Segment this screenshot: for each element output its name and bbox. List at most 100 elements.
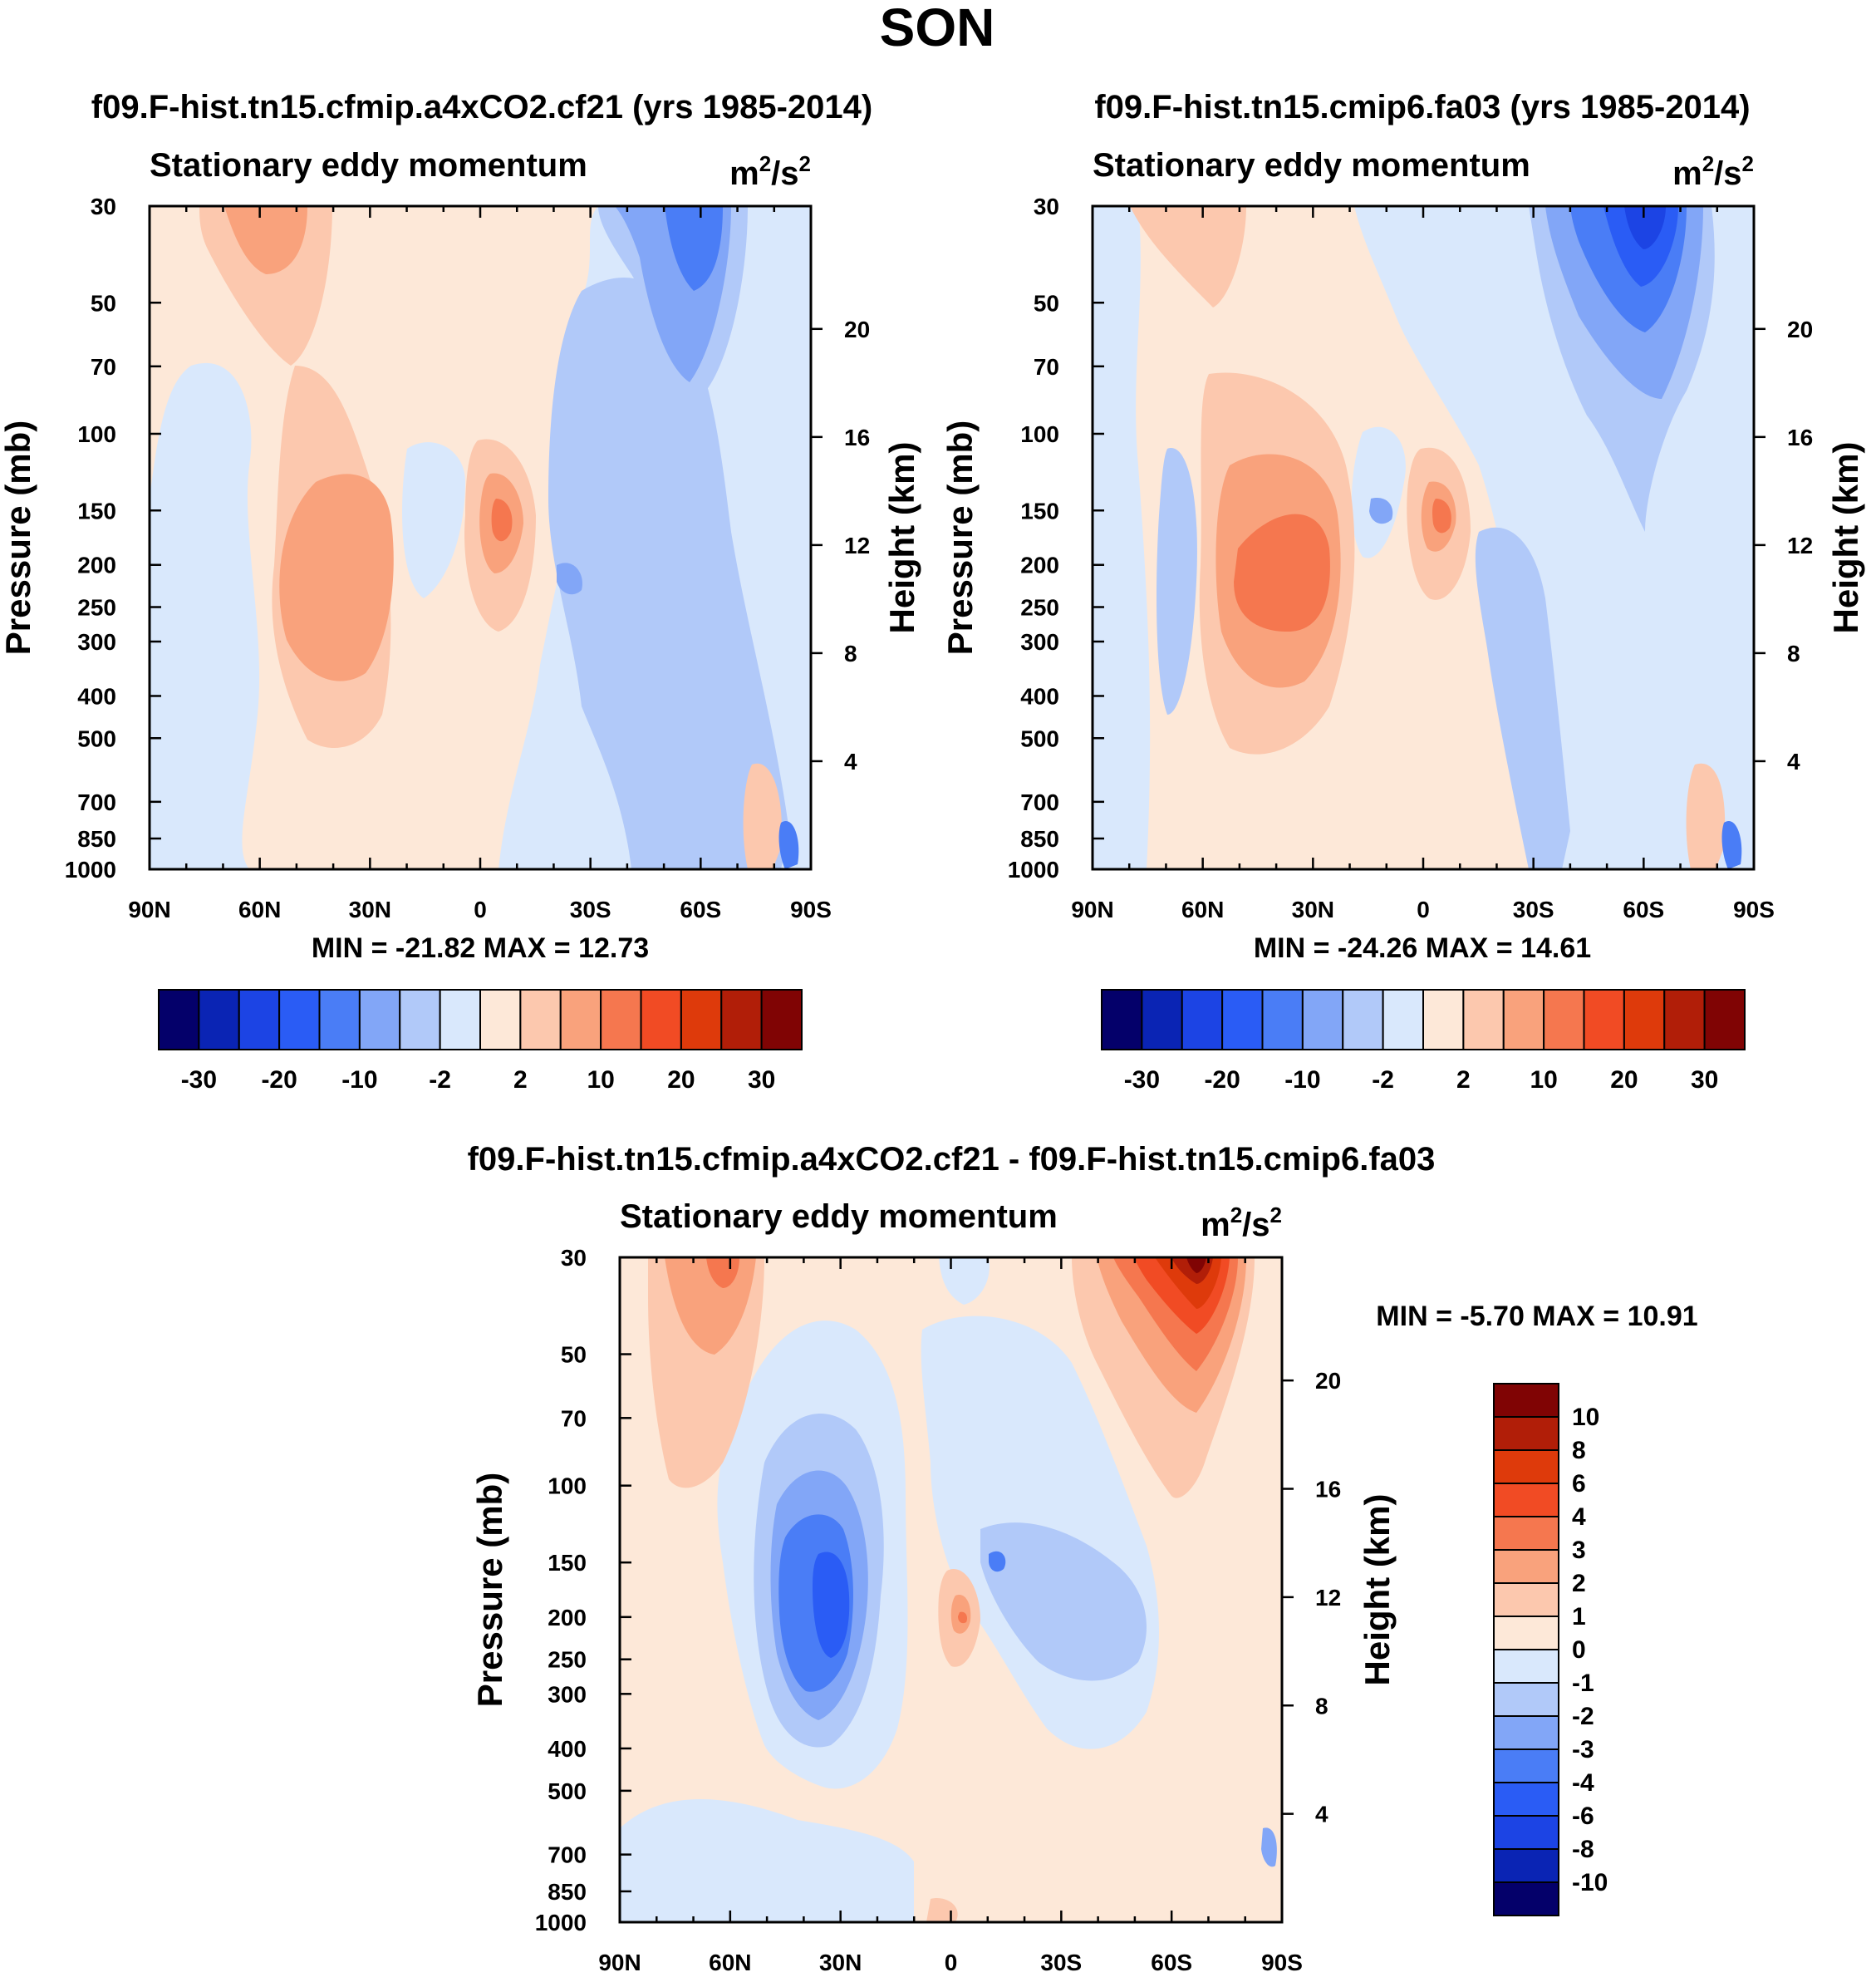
y-tick-label: 200 [77,553,116,578]
y-tick-label: 1000 [1008,857,1059,883]
colorbar-label: -10 [341,1066,377,1094]
panel-3-pos-surface-spot [926,1898,958,1922]
colorbar-swatch [1493,1682,1559,1717]
y-tick-label: 850 [1020,826,1059,852]
colorbar-label: 20 [667,1066,695,1094]
colorbar-label: -3 [1572,1736,1594,1763]
y-tick-label: 50 [561,1342,587,1368]
x-tick-label: 60N [238,897,281,922]
x-tick-label: 30S [1513,897,1554,922]
colorbar-swatch [1493,1449,1559,1484]
y2-tick-label: 20 [1787,317,1813,342]
y-tick-label: 700 [77,789,116,815]
y-tick-label: 70 [1034,354,1059,380]
colorbar-label: -2 [1372,1066,1394,1094]
colorbar-label: 20 [1610,1066,1638,1094]
colorbar-swatch [1101,989,1143,1050]
y2-tick-label: 20 [1315,1368,1341,1394]
y2-tick-label: 8 [844,641,857,666]
panel-1-pos-sh-low [743,763,782,869]
y2-tick-label: 8 [1787,641,1800,666]
y-tick-label: 150 [1020,498,1059,524]
colorbar-swatch [1493,1616,1559,1650]
x-tick-label: 30S [1040,1950,1082,1975]
x-tick-label: 60N [1181,897,1224,922]
panel-2-units: m2/s2 [1672,151,1754,192]
panel-1-ylabel: Pressure (mb) [0,420,37,655]
y-tick-label: 100 [548,1473,587,1499]
panel-3-units: m2/s2 [1201,1202,1282,1243]
y-tick-label: 500 [77,725,116,751]
colorbar-label: 30 [1691,1066,1718,1094]
colorbar-swatch [1342,989,1384,1050]
panel-3-y2label: Height (km) [1358,1494,1397,1686]
colorbar-label: -1 [1572,1670,1594,1697]
y2-tick-label: 20 [844,317,870,342]
colorbar-label: -2 [429,1066,451,1094]
y-tick-label: 500 [1020,725,1059,751]
colorbar-label: -6 [1572,1802,1594,1830]
y-tick-label: 70 [91,354,116,380]
panel-1: f09.F-hist.tn15.cfmip.a4xCO2.cf21 (yrs 1… [0,89,921,1094]
panel-2-axes: 90N 60N 30N 0 30S 60S 90S 30 50 70 100 150 200 250 300… [1008,194,1813,922]
x-tick-label: 90N [128,897,170,922]
x-tick-label: 0 [1417,897,1430,922]
panel-3-neg-sh-low [1261,1827,1277,1867]
panel-1-title: f09.F-hist.tn15.cfmip.a4xCO2.cf21 (yrs 1… [91,89,872,125]
y-tick-label: 200 [548,1605,587,1630]
panel-3-title: f09.F-hist.tn15.cfmip.a4xCO2.cf21 - f09.… [468,1141,1436,1178]
panel-2-y2label: Height (km) [1826,442,1865,634]
colorbar-swatch [519,989,562,1050]
colorbar-label: -30 [1124,1066,1160,1094]
colorbar-label: -20 [261,1066,297,1094]
colorbar-swatch [1493,1483,1559,1517]
colorbar-swatch [358,989,401,1050]
panel-3-neg-surface [620,1799,914,1922]
panel-1-pos-eq-core [491,499,513,542]
y2-tick-label: 8 [1315,1693,1328,1719]
colorbar-swatch [680,989,723,1050]
panel-1-units: m2/s2 [729,151,811,192]
panel-1-neg-spot [557,563,582,595]
panel-1-contours [150,206,811,869]
y-tick-label: 50 [91,290,116,316]
panel-2-neg-patch-eq [1351,426,1406,558]
colorbar-swatch [1703,989,1746,1050]
colorbar-swatch [198,989,240,1050]
y2-tick-label: 12 [844,533,870,558]
panel-2-subtitle: Stationary eddy momentum [1093,147,1530,184]
colorbar-label: 0 [1572,1636,1586,1664]
colorbar-swatch [479,989,522,1050]
colorbar-swatch [1261,989,1304,1050]
colorbar-label: -2 [1572,1703,1594,1730]
panel-1-neg-sh-low [778,821,799,869]
panel-2-neg-spot [1369,498,1393,524]
y-tick-label: 30 [561,1245,587,1271]
panel-3-contours [620,1257,1282,1922]
panel-1-y2label: Height (km) [882,442,921,634]
x-tick-label: 30N [349,897,391,922]
colorbar-swatch [278,989,321,1050]
y-tick-label: 700 [1020,789,1059,815]
panel-2-neg-sh-band [1475,527,1570,869]
panel-2-ylabel: Pressure (mb) [940,420,980,655]
x-tick-label: 30S [570,897,611,922]
y-tick-label: 50 [1034,290,1059,316]
colorbar-label: -4 [1572,1769,1594,1797]
x-tick-label: 90S [790,897,832,922]
panel-3-pos-nh-mid [665,1257,756,1355]
colorbar-swatch [1382,989,1424,1050]
y2-tick-label: 4 [1787,749,1800,775]
x-tick-label: 0 [474,897,487,922]
y-tick-label: 150 [548,1550,587,1576]
x-tick-label: 60S [680,897,721,922]
y2-tick-label: 16 [844,425,870,450]
colorbar-label: 4 [1572,1503,1586,1531]
y-tick-label: 850 [548,1879,587,1905]
y-tick-label: 70 [561,1405,587,1431]
colorbar-swatch [399,989,441,1050]
y-tick-label: 300 [1020,629,1059,655]
colorbar-swatch [1493,1549,1559,1584]
x-tick-label: 90S [1261,1950,1303,1975]
